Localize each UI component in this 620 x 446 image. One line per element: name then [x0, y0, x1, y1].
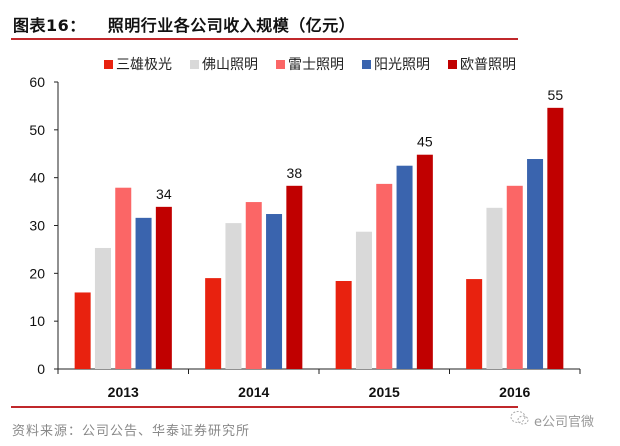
legend-swatch: [362, 59, 371, 69]
bar: [266, 214, 283, 369]
legend-item: 欧普照明: [448, 54, 516, 74]
legend-label: 佛山照明: [202, 57, 258, 73]
y-tick-label: 20: [29, 265, 45, 281]
source-note: 资料来源：公司公告、华泰证券研究所: [12, 424, 251, 439]
bar: [135, 217, 152, 369]
chart-title: 图表16： 照明行业各公司收入规模（亿元）: [13, 12, 355, 36]
title-rule: [11, 38, 518, 40]
bar: [527, 159, 544, 369]
legend: 三雄极光 佛山照明 雷士照明 阳光照明 欧普照明: [0, 54, 620, 74]
wechat-icon: [510, 410, 530, 430]
bar: [94, 247, 111, 369]
y-tick-label: 50: [29, 122, 45, 138]
bar: [115, 187, 132, 369]
legend-item: 阳光照明: [362, 54, 430, 74]
footer-rule: [11, 406, 518, 408]
bar: [506, 185, 523, 369]
watermark: e公司官微: [510, 410, 594, 430]
data-label: 34: [156, 186, 172, 202]
legend-swatch: [448, 59, 457, 69]
legend-swatch: [104, 59, 113, 69]
bar: [155, 206, 172, 369]
figure-title: 照明行业各公司收入规模（亿元）: [107, 16, 356, 35]
x-tick-label: 2013: [108, 384, 139, 400]
bar: [335, 280, 352, 369]
bar: [286, 185, 303, 369]
legend-label: 三雄极光: [116, 57, 172, 73]
legend-swatch: [276, 59, 285, 69]
x-tick-label: 2016: [499, 384, 530, 400]
y-tick-label: 30: [29, 218, 45, 234]
legend-item: 雷士照明: [276, 54, 344, 74]
bar: [486, 207, 503, 369]
y-tick-label: 10: [29, 313, 45, 329]
bar: [225, 223, 242, 369]
bar: [376, 183, 393, 369]
bar: [355, 231, 372, 369]
y-tick-label: 60: [29, 74, 45, 90]
legend-label: 阳光照明: [374, 57, 430, 73]
bar: [466, 279, 483, 369]
x-tick-label: 2014: [238, 384, 269, 400]
bar: [245, 202, 262, 369]
watermark-text: e公司官微: [534, 414, 594, 430]
y-tick-label: 0: [37, 361, 45, 377]
legend-item: 三雄极光: [104, 54, 172, 74]
x-tick-label: 2015: [369, 384, 400, 400]
legend-label: 欧普照明: [460, 57, 516, 73]
legend-item: 佛山照明: [190, 54, 258, 74]
data-label: 45: [417, 134, 433, 150]
bar: [416, 154, 433, 369]
bar: [547, 107, 564, 369]
legend-label: 雷士照明: [288, 57, 344, 73]
bar: [396, 165, 413, 369]
bar: [74, 292, 91, 369]
bar: [205, 278, 222, 369]
figure-label: 图表16：: [13, 16, 86, 35]
data-label: 38: [287, 165, 303, 181]
legend-swatch: [190, 59, 199, 69]
y-tick-label: 40: [29, 170, 45, 186]
data-label: 55: [548, 87, 564, 103]
